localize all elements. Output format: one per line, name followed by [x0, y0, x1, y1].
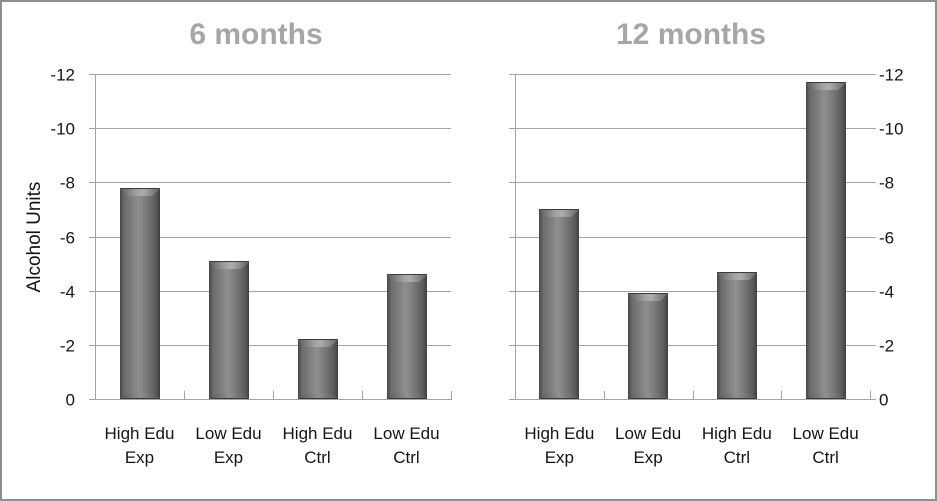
y-axis-tick-label: -4: [59, 282, 75, 302]
y-axis-tick-label: -6: [59, 228, 75, 247]
bar: [387, 274, 427, 399]
bar-bevel-top: [387, 275, 427, 282]
bar-bevel-top: [298, 340, 338, 347]
chart-title: 12 months: [615, 18, 767, 51]
gridline: [95, 236, 451, 238]
bar-bevel-top: [628, 294, 668, 301]
y-axis-tick: [89, 399, 95, 400]
gridline: [515, 182, 870, 184]
y-axis-tick-label: -4: [879, 282, 895, 302]
bar-bevel-bottom: [298, 393, 338, 398]
gridline: [515, 128, 870, 130]
y-axis-tick-label: -8: [879, 173, 895, 193]
y-axis-tick-label: -2: [879, 336, 895, 356]
bar-bevel-top: [717, 273, 757, 280]
bar-bevel-bottom: [120, 393, 160, 398]
y-axis-tick: [870, 128, 876, 130]
y-axis-line: [515, 74, 516, 400]
gridline: [515, 236, 870, 238]
bar: [717, 272, 757, 399]
bar-bevel-bottom: [387, 393, 427, 398]
category-label: Low Edu Ctrl: [373, 424, 440, 467]
category-boundary-tick: [184, 391, 185, 399]
chart-title: 6 months: [189, 18, 323, 51]
y-axis-tick-label: -10: [879, 119, 904, 139]
bar: [539, 209, 579, 399]
category-boundary-tick: [692, 391, 694, 399]
y-axis-line: [95, 74, 96, 400]
y-axis-tick: [89, 236, 95, 238]
bar-bevel-top: [806, 83, 846, 90]
bar-bevel-bottom: [628, 393, 668, 398]
bar-bevel-top: [120, 189, 160, 196]
x-axis-line: [515, 399, 871, 400]
y-axis-tick: [509, 290, 515, 292]
category-label: High Edu Exp: [524, 424, 595, 467]
bar: [628, 293, 668, 399]
bar-bevel-bottom: [717, 393, 757, 398]
category-boundary-tick: [362, 391, 363, 399]
category-label: Low Edu Ctrl: [792, 424, 859, 467]
gridline: [515, 344, 870, 346]
category-label: Low Edu Exp: [195, 424, 262, 467]
y-axis-tick: [870, 399, 876, 400]
gridline: [515, 74, 870, 75]
category-boundary-tick: [603, 391, 605, 399]
gridline: [515, 290, 870, 292]
bar-bevel-bottom: [806, 393, 846, 398]
y-axis-tick: [509, 399, 515, 400]
y-axis-tick: [509, 128, 515, 130]
y-axis-tick: [89, 290, 95, 292]
category-label: Low Edu Exp: [615, 424, 682, 467]
y-axis-tick: [509, 74, 515, 75]
y-axis-tick-label: -2: [59, 336, 75, 356]
y-axis-tick: [870, 74, 876, 75]
bar: [120, 188, 160, 399]
gridline: [95, 74, 451, 75]
y-axis-tick: [89, 344, 95, 346]
category-boundary-tick: [870, 391, 871, 399]
bar-bevel-bottom: [209, 393, 249, 398]
gridline: [95, 290, 451, 292]
y-axis-tick: [89, 182, 95, 184]
y-axis-tick-label: -6: [879, 228, 895, 247]
x-axis-line: [95, 399, 452, 400]
bar: [806, 82, 846, 399]
gridline: [95, 344, 451, 346]
y-axis-tick-label: -12: [50, 65, 75, 85]
category-boundary-tick: [781, 391, 783, 399]
y-axis-tick: [509, 182, 515, 184]
y-axis-tick-label: 0: [65, 390, 75, 410]
y-axis-tick-label: 0: [879, 390, 889, 410]
category-boundary-tick: [451, 391, 452, 399]
y-axis-tick-label: -10: [50, 119, 75, 139]
y-axis-tick: [509, 236, 515, 238]
bar: [209, 261, 249, 399]
category-boundary-tick: [273, 391, 274, 399]
y-axis-tick: [89, 74, 95, 75]
y-axis-tick: [89, 128, 95, 130]
y-axis-tick: [870, 290, 876, 292]
category-label: High Edu Ctrl: [282, 424, 353, 467]
bar-bevel-top: [209, 262, 249, 269]
gridline: [95, 128, 451, 130]
bar-bevel-bottom: [539, 393, 579, 398]
y-axis-tick: [870, 344, 876, 346]
gridline: [95, 182, 451, 184]
y-axis-tick: [870, 182, 876, 184]
y-axis-tick-label: -8: [59, 173, 75, 193]
category-label: High Edu Exp: [104, 424, 175, 467]
y-axis-tick: [870, 236, 876, 238]
y-axis-tick-label: -12: [879, 65, 904, 85]
bar-bevel-top: [539, 210, 579, 217]
category-label: High Edu Ctrl: [701, 424, 772, 467]
y-axis-tick: [509, 344, 515, 346]
bar: [298, 339, 338, 399]
